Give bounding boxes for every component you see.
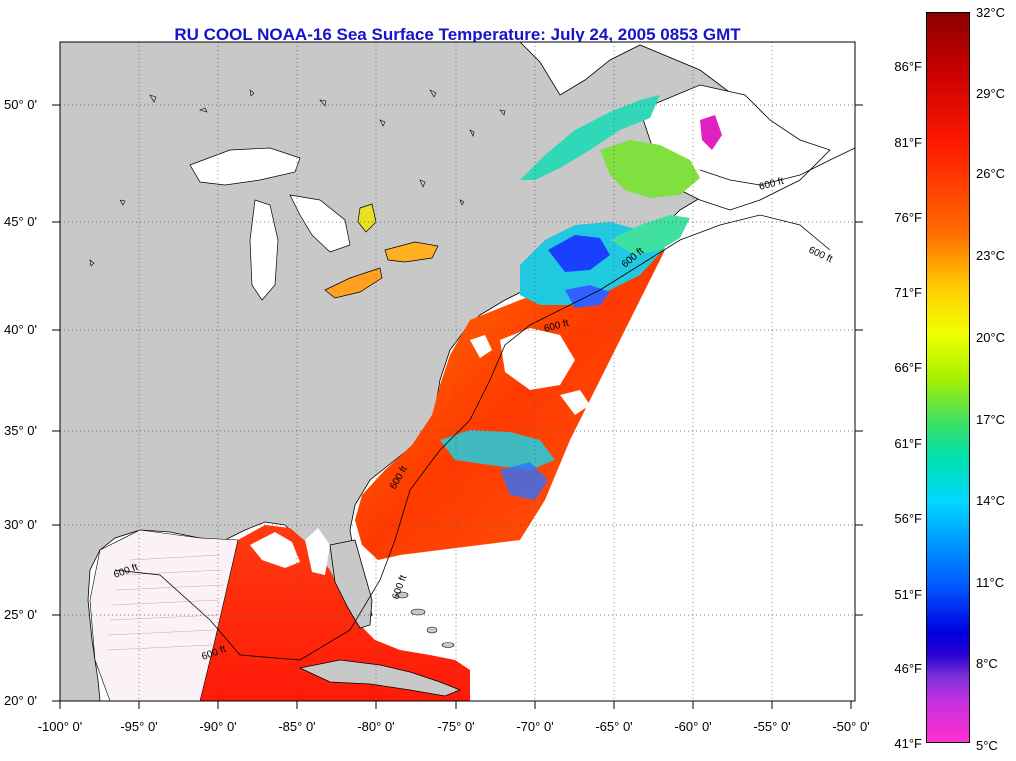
lake-huron [289, 194, 351, 253]
colorbar-celsius-label: 32°C [976, 5, 1006, 20]
colorbar-fahrenheit-label: 66°F [894, 360, 922, 375]
lake-ontario [384, 241, 439, 263]
colorbar-celsius-label: 11°C [976, 575, 1005, 590]
colorbar-fahrenheit-label: 81°F [894, 135, 922, 150]
atlantic-cloud-patch [470, 335, 492, 358]
offshore-cool-eddy [500, 462, 548, 500]
lat-tick-label: 20° 0' [4, 693, 37, 708]
colorbar-celsius-label: 17°C [976, 412, 1006, 427]
gulf-cloud-gap [305, 528, 330, 575]
colorbar-celsius-label: 23°C [976, 248, 1006, 263]
lon-tick-label: -100° 0' [37, 719, 83, 734]
lake-erie [324, 267, 383, 299]
isobath-600ft-north [699, 147, 856, 186]
lat-tick-label: 30° 0' [4, 517, 37, 532]
map-title: RU COOL NOAA-16 Sea Surface Temperature:… [174, 25, 741, 44]
colorbar-fahrenheit-label: 86°F [894, 59, 922, 74]
temperature-colorbar [926, 12, 970, 743]
lat-tick-label: 35° 0' [4, 423, 37, 438]
cold-core-blue [548, 235, 610, 272]
lon-tick-label: -70° 0' [516, 719, 554, 734]
lon-tick-label: -50° 0' [832, 719, 870, 734]
gulf-cloud-gap [250, 532, 300, 568]
lat-tick-label: 40° 0' [4, 322, 37, 337]
cuba [298, 659, 462, 697]
lon-tick-label: -85° 0' [278, 719, 316, 734]
axis-ticks [52, 104, 863, 709]
lake-nipigon [357, 203, 377, 233]
lon-tick-label: -55° 0' [753, 719, 791, 734]
colorbar-celsius-label: 20°C [976, 330, 1006, 345]
colorbar-celsius-label: 5°C [976, 738, 998, 753]
florida-peninsula [329, 539, 373, 629]
colorbar-fahrenheit-label: 41°F [894, 736, 922, 751]
atlantic-cloud-patch [560, 390, 590, 415]
west-gulf-stripes [107, 554, 225, 651]
colorbar-celsius-label: 26°C [976, 166, 1006, 181]
colorbar-fahrenheit-label: 61°F [894, 436, 922, 451]
lat-tick-label: 45° 0' [4, 214, 37, 229]
lon-tick-label: -60° 0' [674, 719, 712, 734]
isobath-600ft [114, 214, 831, 661]
st-lawrence-sst [520, 95, 660, 180]
lon-tick-label: -90° 0' [199, 719, 237, 734]
colorbar-fahrenheit-label: 71°F [894, 285, 922, 300]
lat-tick-label: 50° 0' [4, 97, 37, 112]
lon-tick-label: -75° 0' [437, 719, 475, 734]
lon-tick-label: -65° 0' [595, 719, 633, 734]
bahamas-islands [395, 591, 455, 648]
colorbar-celsius-label: 8°C [976, 656, 998, 671]
coastline-specks [89, 89, 506, 267]
colorbar-fahrenheit-label: 76°F [894, 210, 922, 225]
colorbar-fahrenheit-label: 46°F [894, 661, 922, 676]
colorbar-celsius-label: 29°C [976, 86, 1006, 101]
lake-superior [189, 147, 301, 186]
lon-tick-label: -95° 0' [120, 719, 158, 734]
lat-tick-label: 25° 0' [4, 607, 37, 622]
st-lawrence-pink [700, 115, 722, 150]
lake-michigan [249, 199, 279, 301]
colorbar-fahrenheit-label: 56°F [894, 511, 922, 526]
atlantic-sst-swath [355, 250, 665, 560]
lon-tick-label: -80° 0' [357, 719, 395, 734]
colorbar-fahrenheit-label: 51°F [894, 587, 922, 602]
graticule-grid [60, 42, 855, 701]
gulf-st-lawrence-sst [600, 140, 700, 198]
west-gulf-no-data [89, 529, 239, 702]
offshore-cool-eddy [440, 430, 555, 470]
map-frame [59, 41, 856, 702]
nova-scotia-shelf-water [610, 215, 690, 255]
atlantic-cloud-patch [500, 328, 575, 390]
colorbar-celsius-label: 14°C [976, 493, 1006, 508]
